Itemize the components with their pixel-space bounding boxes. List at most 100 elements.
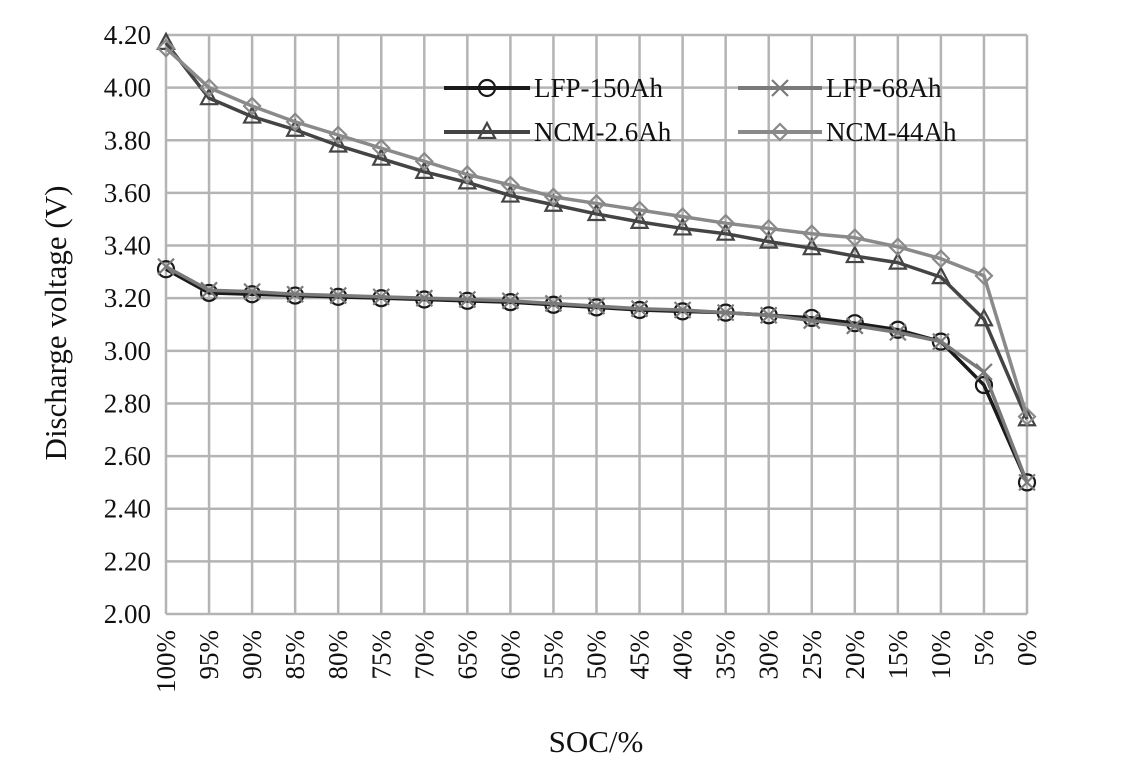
data-point-x <box>846 317 864 335</box>
data-point-triangle <box>328 134 349 153</box>
x-tick-label: 25% <box>797 630 827 680</box>
data-point-triangle <box>199 86 219 106</box>
data-point-diamond <box>931 249 951 269</box>
series-NCM-2.6Ah <box>156 31 1037 427</box>
data-point-x <box>802 311 821 330</box>
data-point-triangle <box>931 265 951 285</box>
data-point-triangle <box>414 160 435 179</box>
data-point-triangle <box>974 307 994 327</box>
legend-label: LFP-68Ah <box>826 73 942 103</box>
data-point-diamond <box>716 213 736 233</box>
y-tick-label: 2.40 <box>104 494 151 524</box>
data-point-diamond <box>371 138 391 158</box>
data-point-triangle <box>715 222 736 241</box>
x-tick-label: 75% <box>366 630 396 680</box>
data-point-diamond <box>414 151 434 171</box>
data-point-diamond <box>199 78 219 98</box>
data-point-x <box>716 303 735 322</box>
legend-item: LFP-68Ah <box>738 73 942 103</box>
x-tick-label: 55% <box>538 630 568 680</box>
y-tick-label: 3.80 <box>104 125 151 155</box>
data-point-diamond <box>629 200 650 220</box>
series-line <box>164 41 1029 420</box>
x-tick-label: 15% <box>883 630 913 680</box>
data-point-circle <box>199 283 219 303</box>
x-tick-label: 20% <box>840 630 870 680</box>
x-tick-labels: 100% 95% 90% 85% 80% 75% 70% 65% 60% 55% 50% 45% 40%… <box>151 630 1042 693</box>
data-point-x <box>759 306 778 325</box>
y-tick-label: 2.20 <box>104 546 151 576</box>
data-point-triangle <box>500 184 521 203</box>
data-point-diamond <box>759 218 779 238</box>
data-point-x <box>673 301 692 319</box>
data-point-diamond <box>543 187 564 207</box>
data-point-diamond <box>888 237 908 257</box>
data-point-triangle <box>672 217 693 236</box>
x-tick-label: 65% <box>452 630 482 680</box>
series-LFP-68Ah <box>157 257 1036 492</box>
data-point-diamond <box>586 193 607 213</box>
data-point-x <box>458 290 477 309</box>
data-point-x <box>630 299 649 318</box>
series-NCM-44Ah <box>156 38 1037 427</box>
x-tick-label: 50% <box>582 630 612 680</box>
x-tick-label: 100% <box>151 630 181 693</box>
legend-marker <box>477 78 497 98</box>
data-point-x <box>157 257 175 276</box>
data-point-diamond <box>457 164 477 185</box>
legend-label: NCM-2.6Ah <box>534 117 672 147</box>
data-point-x <box>889 323 907 342</box>
data-point-triangle <box>888 251 908 270</box>
x-axis-title: SOC/% <box>549 724 644 759</box>
data-point-x <box>501 292 520 310</box>
data-point-triangle <box>758 230 779 249</box>
data-point-circle <box>974 375 994 395</box>
legend-marker <box>477 120 497 140</box>
data-point-circle <box>243 285 262 304</box>
data-point-triangle <box>285 118 305 137</box>
legend-item: LFP-150Ah <box>444 73 664 103</box>
x-tick-label: 35% <box>711 630 741 680</box>
data-point-diamond <box>845 228 865 248</box>
data-point-diamond <box>156 38 176 58</box>
series-line <box>164 46 1029 418</box>
data-point-x <box>415 289 434 307</box>
legend-item: NCM-44Ah <box>738 117 957 147</box>
data-point-triangle <box>629 210 650 229</box>
data-point-triangle <box>543 193 564 212</box>
data-point-triangle <box>844 244 865 264</box>
data-point-diamond <box>673 207 693 227</box>
data-point-diamond <box>285 112 305 132</box>
legend: LFP-150Ah LFP-68Ah NCM-2.6Ah NCM-44Ah <box>444 73 957 147</box>
legend-marker <box>770 122 790 142</box>
data-point-diamond <box>328 125 348 145</box>
y-tick-label: 2.80 <box>104 388 151 418</box>
x-tick-label: 30% <box>754 630 784 680</box>
x-tick-label: 40% <box>668 630 698 680</box>
data-point-x <box>243 282 261 301</box>
data-point-triangle <box>242 105 262 124</box>
grid <box>164 33 1029 616</box>
data-point-circle <box>1017 473 1037 492</box>
y-tick-label: 4.20 <box>104 20 151 50</box>
y-tick-label: 3.60 <box>104 178 151 208</box>
x-tick-label: 0% <box>1012 630 1042 666</box>
y-tick-label: 3.40 <box>104 231 151 261</box>
y-tick-label: 3.00 <box>104 336 151 366</box>
y-tick-labels: 2.00 2.20 2.40 2.60 2.80 3.00 3.20 3.40 3.60 3.80… <box>104 20 151 629</box>
x-tick-label: 45% <box>625 630 655 680</box>
y-tick-label: 4.00 <box>104 73 151 103</box>
data-point-triangle <box>457 171 478 190</box>
data-point-x <box>286 285 304 304</box>
legend-label: NCM-44Ah <box>826 117 957 147</box>
data-point-x <box>329 286 347 305</box>
x-tick-label: 80% <box>323 630 353 680</box>
series-layer <box>156 31 1037 492</box>
y-tick-label: 3.20 <box>104 283 151 313</box>
x-tick-label: 85% <box>280 630 310 680</box>
x-tick-label: 95% <box>194 630 224 680</box>
data-point-triangle <box>586 202 607 222</box>
y-tick-label: 2.60 <box>104 441 151 471</box>
